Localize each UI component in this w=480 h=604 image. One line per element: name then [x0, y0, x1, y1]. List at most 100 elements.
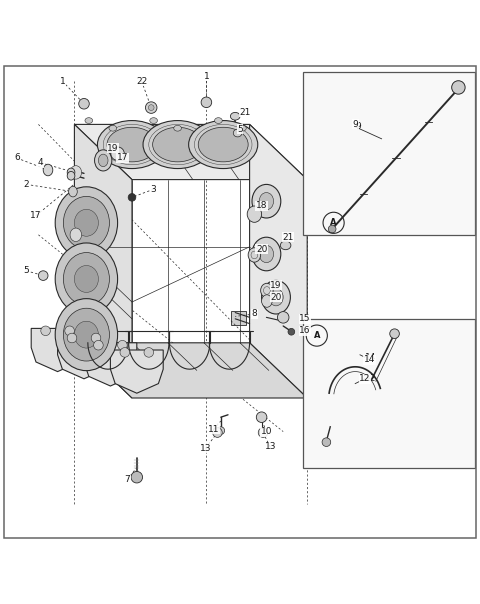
Text: 9: 9 [352, 120, 358, 129]
Text: 6: 6 [14, 153, 20, 162]
Text: 1: 1 [60, 77, 65, 86]
Ellipse shape [269, 289, 283, 306]
Ellipse shape [94, 341, 103, 350]
Text: 20: 20 [256, 245, 267, 254]
Ellipse shape [65, 326, 74, 336]
Ellipse shape [38, 271, 48, 280]
Text: 14: 14 [365, 353, 376, 362]
Ellipse shape [261, 283, 273, 298]
Bar [303, 72, 475, 235]
Text: A: A [313, 331, 320, 340]
Ellipse shape [95, 150, 112, 171]
Text: 13: 13 [264, 443, 276, 451]
Text: 17: 17 [30, 211, 42, 220]
Text: 8: 8 [252, 309, 257, 318]
Text: 5: 5 [237, 124, 243, 133]
Text: 15: 15 [299, 314, 311, 323]
Ellipse shape [256, 412, 267, 422]
Ellipse shape [247, 206, 262, 222]
Ellipse shape [215, 118, 222, 123]
Polygon shape [110, 350, 163, 393]
Ellipse shape [55, 243, 118, 315]
Ellipse shape [198, 127, 248, 162]
Ellipse shape [230, 112, 240, 120]
Ellipse shape [85, 118, 93, 123]
Polygon shape [84, 343, 137, 386]
Polygon shape [74, 343, 307, 398]
Text: 19: 19 [270, 281, 282, 290]
Text: 22: 22 [136, 77, 147, 86]
Ellipse shape [201, 97, 212, 108]
Ellipse shape [98, 154, 108, 167]
Ellipse shape [109, 126, 117, 131]
Ellipse shape [259, 245, 274, 263]
Ellipse shape [63, 196, 109, 249]
Text: 4: 4 [38, 158, 44, 167]
FancyBboxPatch shape [231, 310, 246, 324]
Polygon shape [74, 124, 307, 179]
Ellipse shape [107, 127, 157, 162]
Polygon shape [31, 329, 84, 371]
Ellipse shape [259, 193, 274, 210]
Ellipse shape [74, 266, 98, 292]
Ellipse shape [277, 312, 289, 323]
Ellipse shape [452, 81, 465, 94]
Bar [303, 319, 475, 467]
Text: 5: 5 [24, 266, 29, 275]
Polygon shape [250, 124, 307, 398]
Ellipse shape [67, 168, 75, 177]
Ellipse shape [67, 172, 75, 180]
Ellipse shape [70, 165, 82, 179]
Ellipse shape [55, 298, 118, 371]
Text: 21: 21 [282, 233, 294, 242]
Ellipse shape [111, 147, 124, 161]
Text: 12: 12 [365, 374, 376, 384]
Ellipse shape [153, 127, 203, 162]
Text: 11: 11 [208, 425, 219, 434]
Text: 16: 16 [299, 326, 311, 335]
Ellipse shape [262, 280, 290, 314]
Ellipse shape [189, 121, 258, 169]
Ellipse shape [280, 241, 291, 249]
Text: 20: 20 [270, 293, 282, 302]
Ellipse shape [252, 184, 281, 218]
Text: 1: 1 [204, 72, 209, 81]
Ellipse shape [143, 121, 212, 169]
Ellipse shape [74, 210, 98, 236]
Ellipse shape [43, 164, 53, 176]
Polygon shape [58, 336, 110, 379]
Text: 10: 10 [261, 427, 272, 436]
Text: 12: 12 [359, 374, 371, 384]
Ellipse shape [148, 104, 154, 111]
Ellipse shape [233, 129, 242, 137]
Ellipse shape [63, 252, 109, 306]
Text: 2: 2 [24, 180, 29, 189]
Text: 13: 13 [200, 444, 211, 453]
Ellipse shape [63, 308, 109, 361]
Ellipse shape [79, 98, 89, 109]
Ellipse shape [67, 333, 77, 343]
Ellipse shape [118, 341, 127, 350]
Ellipse shape [288, 329, 295, 335]
Text: 19: 19 [107, 144, 119, 153]
Ellipse shape [55, 187, 118, 259]
Ellipse shape [144, 347, 154, 357]
Ellipse shape [128, 193, 136, 201]
Ellipse shape [91, 333, 101, 343]
Ellipse shape [131, 472, 143, 483]
Ellipse shape [69, 186, 77, 197]
Ellipse shape [70, 228, 82, 242]
Ellipse shape [248, 248, 261, 262]
Ellipse shape [150, 118, 157, 123]
Text: 21: 21 [239, 108, 251, 117]
Text: 18: 18 [256, 202, 267, 211]
Ellipse shape [262, 295, 272, 307]
Polygon shape [74, 124, 132, 398]
Ellipse shape [390, 329, 399, 338]
Ellipse shape [41, 326, 50, 336]
Text: A: A [330, 218, 337, 227]
Ellipse shape [239, 126, 246, 131]
Ellipse shape [322, 438, 331, 446]
Text: 14: 14 [364, 355, 375, 364]
Ellipse shape [145, 102, 157, 114]
